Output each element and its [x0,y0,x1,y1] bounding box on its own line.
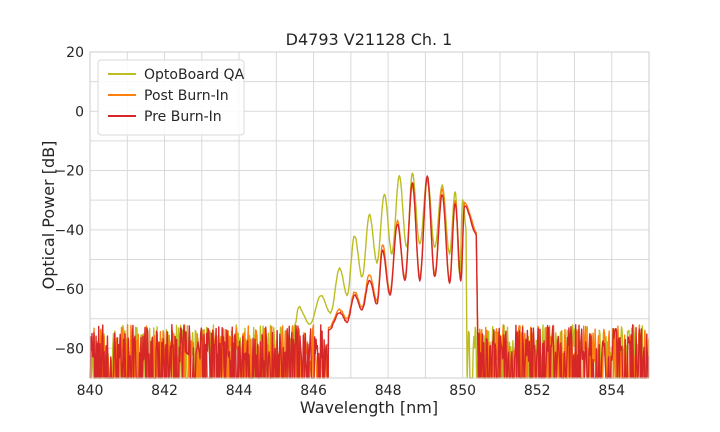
y-tick-label: −60 [54,282,84,298]
legend-label: Pre Burn-In [144,109,222,125]
tick-labels: 840 842 844 846 848 850 852 854 −80 −60 −40 −20 0 20 [54,45,625,399]
x-tick-label: 844 [226,383,253,399]
chart-title: D4793 V21128 Ch. 1 [286,30,453,49]
legend-label: Post Burn-In [144,88,229,104]
y-tick-label: 0 [75,104,84,120]
plot-frame [89,51,650,379]
x-axis-title: Wavelength [nm] [300,398,438,417]
x-tick-label: 840 [77,383,104,399]
y-tick-label: −20 [54,164,84,180]
x-tick-label: 848 [375,383,402,399]
y-axis-title: Optical Power [dB] [39,141,58,290]
x-tick-label: 854 [598,383,625,399]
x-tick-label: 842 [151,383,178,399]
y-tick-label: −80 [54,341,84,357]
x-tick-label: 852 [524,383,551,399]
series-lines [89,172,650,379]
y-tick-label: 20 [66,45,84,61]
y-tick-label: −40 [54,223,84,239]
legend: OptoBoard QA Post Burn-In Pre Burn-In [97,59,245,136]
series-line [89,175,650,379]
x-tick-label: 850 [449,383,476,399]
legend-label: OptoBoard QA [144,67,245,83]
x-tick-label: 846 [300,383,327,399]
